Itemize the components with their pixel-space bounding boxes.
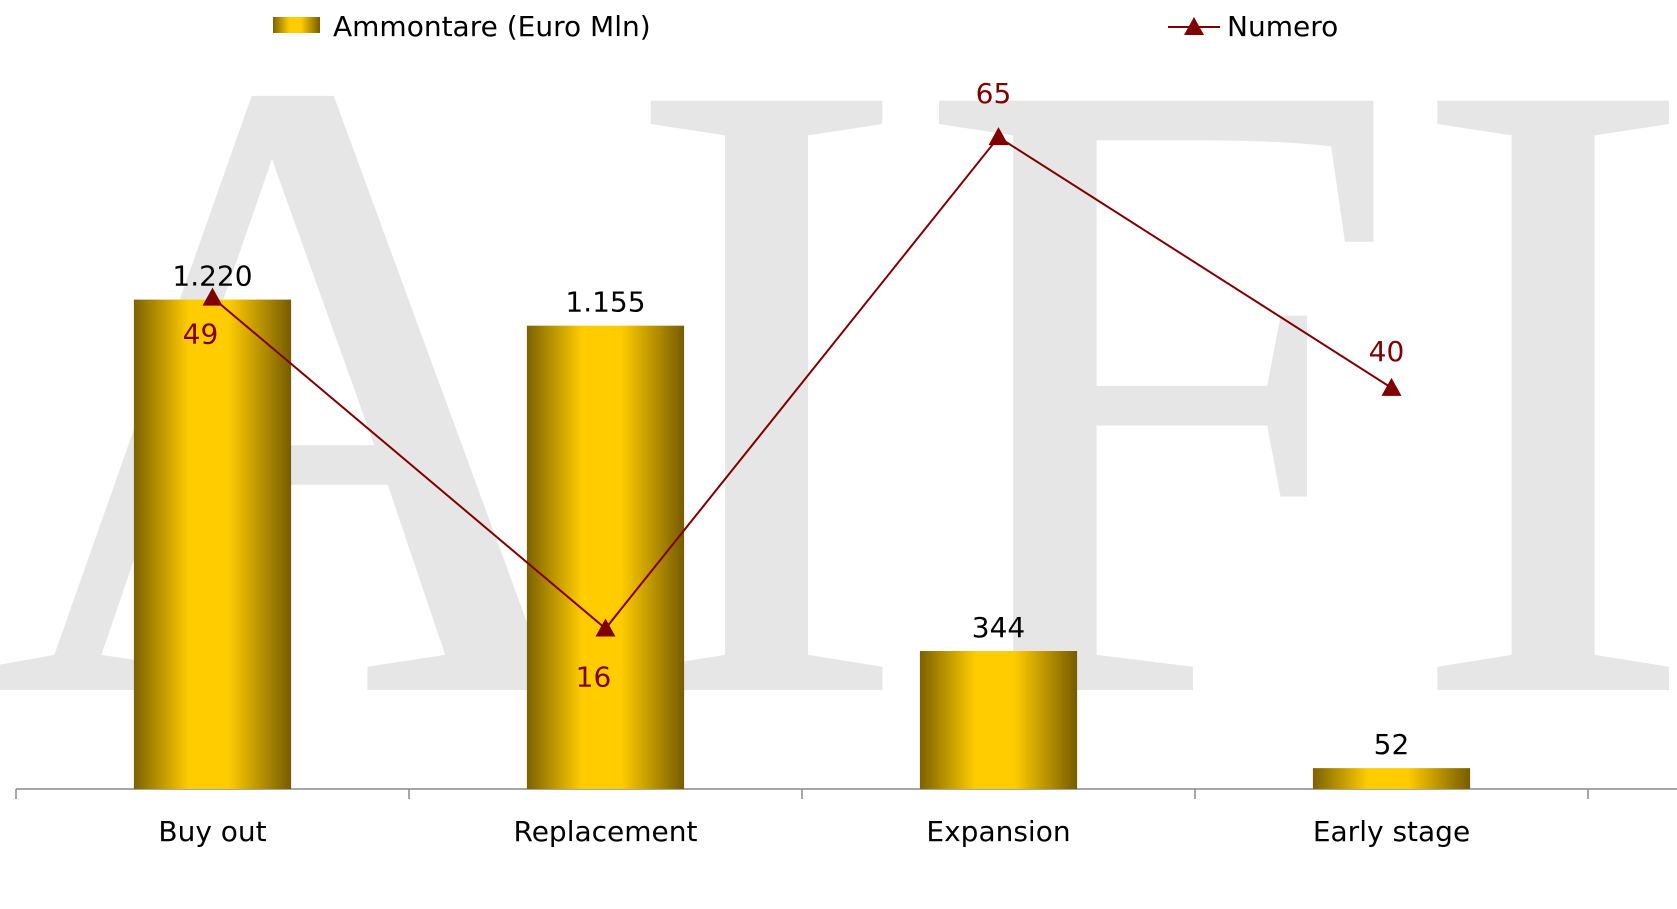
line-value-label: 49: [183, 318, 219, 351]
bar-value-label: 52: [1374, 728, 1410, 761]
legend-swatch: [273, 17, 320, 33]
bar-value-label: 1.155: [565, 286, 645, 319]
x-tick-label: Expansion: [926, 815, 1070, 848]
line-value-label: 40: [1369, 335, 1405, 368]
legend-marker: [1184, 17, 1204, 35]
x-tick-label: Early stage: [1313, 815, 1470, 848]
line: [211, 135, 1393, 630]
bar: [1312, 768, 1471, 789]
legend-label: Ammontare (Euro Mln): [333, 10, 651, 43]
bar-value-label: 344: [972, 611, 1025, 644]
bar: [133, 299, 292, 789]
x-tick-label: Buy out: [158, 815, 266, 848]
legend-label: Numero: [1227, 10, 1338, 43]
line-marker: [988, 127, 1009, 146]
line-value-label: 16: [576, 661, 612, 694]
line-marker: [202, 287, 223, 306]
bar: [919, 651, 1078, 789]
bar: [526, 325, 685, 789]
bar-value-label: 1.220: [172, 260, 252, 293]
line-value-label: 65: [976, 77, 1012, 110]
line-marker: [595, 618, 616, 637]
line-marker: [1381, 377, 1402, 396]
x-tick-label: Replacement: [514, 815, 698, 848]
